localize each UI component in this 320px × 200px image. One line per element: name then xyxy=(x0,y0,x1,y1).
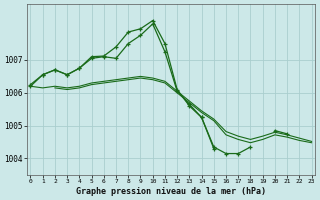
X-axis label: Graphe pression niveau de la mer (hPa): Graphe pression niveau de la mer (hPa) xyxy=(76,187,266,196)
